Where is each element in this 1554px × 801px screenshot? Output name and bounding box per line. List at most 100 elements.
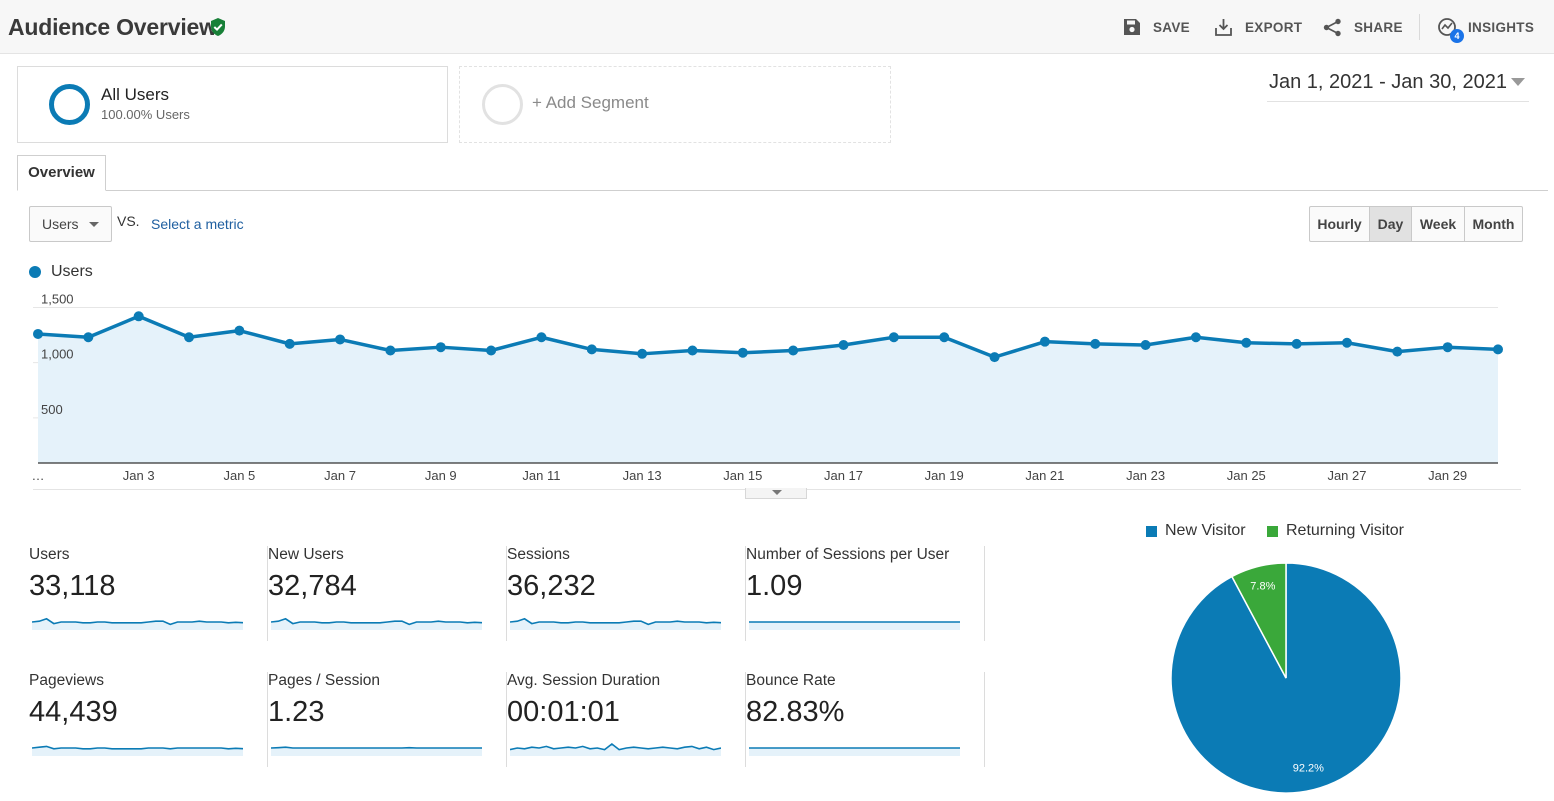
users-data-point <box>284 338 295 349</box>
users-data-point <box>1392 346 1403 357</box>
x-tick-label: Jan 5 <box>223 468 255 483</box>
users-data-point <box>1140 339 1151 350</box>
metric-divider <box>267 672 268 767</box>
tab-overview[interactable]: Overview <box>17 155 106 191</box>
users-data-point <box>1090 338 1101 349</box>
sparkline-line <box>32 617 243 626</box>
collapse-chart-handle[interactable] <box>745 488 807 499</box>
users-data-point <box>788 345 799 356</box>
period-hourly-button[interactable]: Hourly <box>1310 207 1370 241</box>
date-range-picker[interactable]: Jan 1, 2021 - Jan 30, 2021 <box>1267 66 1529 102</box>
period-week-button[interactable]: Week <box>1412 207 1465 241</box>
share-button[interactable]: SHARE <box>1323 15 1403 39</box>
metric-value: 1.09 <box>746 570 803 602</box>
users-data-point <box>687 345 698 356</box>
metric-value: 82.83% <box>746 696 845 728</box>
x-tick-label: Jan 25 <box>1227 468 1266 483</box>
users-data-point <box>1493 344 1503 355</box>
metric-value: 44,439 <box>29 696 118 728</box>
visitor-type-pie-chart[interactable]: 92.2% 7.8% <box>1170 562 1402 794</box>
y-tick-label: 1,000 <box>41 347 74 362</box>
metric-sparkline <box>749 621 960 630</box>
x-tick-label: Jan 17 <box>824 468 863 483</box>
metric-divider <box>267 546 268 641</box>
pie-slice-label: 7.8% <box>1250 580 1275 592</box>
metric-name: Avg. Session Duration <box>507 672 661 689</box>
save-icon <box>1124 19 1140 35</box>
sparkline-line <box>510 617 721 626</box>
metric-card[interactable]: Users 33,118 <box>29 546 268 641</box>
metric-divider <box>506 672 507 767</box>
users-data-point <box>1241 337 1252 348</box>
users-area-fill <box>38 316 1498 463</box>
x-tick-label: Jan 27 <box>1327 468 1366 483</box>
legend-new-visitor-swatch <box>1146 525 1157 537</box>
x-tick-label: Jan 3 <box>123 468 155 483</box>
users-data-point <box>989 352 1000 363</box>
report-header: Audience Overview SAVE EXPORT SHARE <box>0 0 1554 54</box>
metric-divider <box>506 546 507 641</box>
segment-name: All Users <box>101 85 170 104</box>
insights-button[interactable]: INSIGHTS <box>1437 15 1534 39</box>
users-series-line <box>37 314 1499 359</box>
users-data-point <box>637 348 648 359</box>
users-data-point <box>1442 342 1453 353</box>
metric-sparkline <box>32 617 243 630</box>
share-icon <box>1323 18 1341 36</box>
toolbar-divider <box>1419 14 1420 40</box>
metric-value: 36,232 <box>507 570 596 602</box>
metric-divider <box>984 546 985 641</box>
legend-new-visitor: New Visitor <box>1146 521 1246 541</box>
users-line-chart[interactable]: 1,500 1,000 500 … Jan 3 Jan 5 Jan 7 Jan 9 Jan 11… <box>0 285 1554 500</box>
metric-sparkline <box>510 742 721 756</box>
x-tick-label: Jan 7 <box>324 468 356 483</box>
chevron-down-icon <box>1511 78 1525 86</box>
metric-card[interactable]: Number of Sessions per User 1.09 <box>746 546 985 641</box>
metric-name: Number of Sessions per User <box>746 546 950 563</box>
users-data-point <box>1291 338 1302 349</box>
period-month-button[interactable]: Month <box>1472 216 1515 232</box>
save-label: SAVE <box>1153 19 1190 35</box>
segment-all-users[interactable]: All Users 100.00% Users <box>17 66 448 143</box>
metric-name: New Users <box>268 546 344 563</box>
save-button[interactable]: SAVE <box>1123 15 1190 39</box>
legend-users-label: Users <box>51 263 93 280</box>
x-tick-label: Jan 11 <box>522 468 560 483</box>
users-data-point <box>33 328 43 339</box>
metric-card[interactable]: Bounce Rate 82.83% <box>746 672 985 767</box>
metric-card[interactable]: Sessions 36,232 <box>507 546 746 641</box>
export-button[interactable]: EXPORT <box>1214 15 1302 39</box>
legend-users-dot <box>29 266 41 278</box>
metric-select[interactable]: Users <box>29 206 112 242</box>
metric-sparkline <box>271 617 482 630</box>
users-data-point <box>133 311 144 322</box>
verified-shield-icon <box>211 18 225 36</box>
metric-divider <box>745 672 746 767</box>
metric-value: 00:01:01 <box>507 696 620 728</box>
empty-segment-ring-icon <box>482 84 523 125</box>
metric-card[interactable]: Avg. Session Duration 00:01:01 <box>507 672 746 767</box>
legend-returning-visitor-swatch <box>1267 525 1278 537</box>
vs-label: VS. <box>117 213 140 229</box>
metric-card[interactable]: New Users 32,784 <box>268 546 507 641</box>
period-toggle: Hourly Day Week Month <box>1309 206 1523 242</box>
metric-value: 32,784 <box>268 570 357 602</box>
tab-divider <box>17 190 1548 191</box>
x-tick-label: … <box>32 468 45 483</box>
users-data-point <box>586 344 597 355</box>
metric-name: Bounce Rate <box>746 672 836 689</box>
metric-divider <box>984 672 985 767</box>
metric-card[interactable]: Pageviews 44,439 <box>29 672 268 767</box>
add-segment-label: + Add Segment <box>532 93 649 112</box>
metric-sparkline <box>749 747 960 756</box>
add-segment-button[interactable]: + Add Segment <box>459 66 891 143</box>
metric-card[interactable]: Pages / Session 1.23 <box>268 672 507 767</box>
insights-label: INSIGHTS <box>1468 19 1535 35</box>
period-day-button[interactable]: Day <box>1370 207 1412 241</box>
metric-name: Pageviews <box>29 672 104 689</box>
pie-slice-returning-visitor <box>1230 562 1287 679</box>
select-metric-link[interactable]: Select a metric <box>151 216 244 232</box>
insights-icon <box>1438 18 1456 36</box>
x-tick-label: Jan 21 <box>1025 468 1064 483</box>
x-tick-label: Jan 29 <box>1428 468 1467 483</box>
